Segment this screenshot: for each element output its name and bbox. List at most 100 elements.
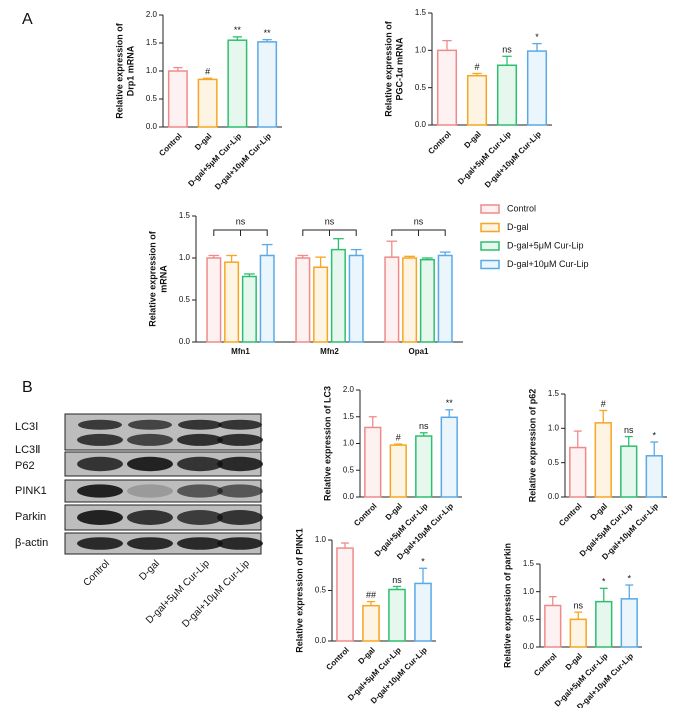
significance-label: ns bbox=[414, 216, 424, 226]
x-tick-label: D-gal bbox=[193, 132, 214, 153]
bar bbox=[414, 582, 432, 642]
bar bbox=[295, 257, 311, 343]
y-axis-label: Relative expression of LC3 bbox=[322, 386, 332, 501]
protein-label: PINK1 bbox=[15, 485, 47, 497]
y-tick-label: 0.0 bbox=[343, 492, 355, 501]
x-tick-label: D-gal+5μM Cur-Lip bbox=[456, 129, 513, 186]
significance-label: ns bbox=[624, 425, 634, 435]
significance-label: # bbox=[205, 67, 210, 77]
y-axis-label: Relative expression of p62 bbox=[527, 389, 537, 503]
y-tick-label: 1.0 bbox=[179, 253, 191, 262]
significance-label: ** bbox=[264, 28, 272, 38]
protein-label: LC3Ⅱ bbox=[15, 444, 41, 456]
bar bbox=[594, 422, 612, 498]
y-tick-label: 0.5 bbox=[548, 458, 560, 467]
significance-bracket bbox=[302, 229, 357, 236]
y-tick-label: 0.0 bbox=[548, 492, 560, 501]
legend-swatch bbox=[480, 259, 500, 270]
y-tick-label: 1.5 bbox=[146, 38, 158, 47]
bar bbox=[259, 254, 275, 343]
lane-label: D-gal bbox=[137, 558, 162, 583]
bar bbox=[167, 70, 188, 128]
blot-band bbox=[127, 484, 173, 498]
significance-label: ** bbox=[234, 25, 242, 35]
blot-band bbox=[77, 510, 123, 525]
blot-band bbox=[178, 419, 222, 430]
lane-label: D-gal+10μM Cur-Lip bbox=[180, 558, 252, 630]
y-axis-label: PGC-1α mRNA bbox=[394, 37, 404, 101]
blot-band bbox=[217, 433, 263, 446]
significance-label: ns bbox=[236, 216, 246, 226]
y-tick-label: 2.0 bbox=[146, 10, 158, 19]
significance-label: * bbox=[652, 430, 656, 440]
bar bbox=[419, 258, 435, 343]
bar bbox=[364, 426, 382, 498]
lane-label: Control bbox=[81, 558, 112, 589]
significance-label: ** bbox=[446, 398, 454, 408]
bar bbox=[440, 416, 458, 498]
bar bbox=[496, 64, 518, 126]
significance-label: ns bbox=[573, 601, 583, 611]
y-axis-label: Relative expression of bbox=[147, 230, 157, 327]
significance-label: ns bbox=[325, 216, 335, 226]
blot-band bbox=[127, 433, 173, 446]
bar bbox=[436, 49, 458, 126]
blot-band bbox=[217, 510, 263, 525]
blot-band bbox=[177, 433, 223, 446]
significance-label: * bbox=[602, 577, 606, 587]
y-tick-label: 0.5 bbox=[343, 465, 355, 474]
x-tick-label: D-gal bbox=[589, 502, 610, 523]
blot-band bbox=[217, 484, 263, 498]
y-tick-label: 1.5 bbox=[415, 8, 427, 17]
blot-band bbox=[177, 484, 223, 498]
y-tick-label: 0.0 bbox=[315, 636, 327, 645]
y-tick-label: 1.5 bbox=[548, 389, 560, 398]
bar bbox=[645, 455, 663, 498]
y-tick-label: 2.0 bbox=[343, 385, 355, 394]
x-tick-label: D-gal bbox=[384, 502, 405, 523]
blot-band bbox=[177, 456, 223, 472]
significance-label: # bbox=[396, 432, 401, 442]
legend-swatch bbox=[480, 222, 500, 233]
bar bbox=[526, 50, 548, 126]
protein-label: P62 bbox=[15, 460, 35, 472]
x-tick-label: D-gal+5μM Cur-Lip bbox=[186, 131, 243, 188]
x-tick-label: Control bbox=[532, 652, 558, 678]
significance-label: # bbox=[474, 62, 479, 72]
x-tick-label: Control bbox=[324, 646, 350, 672]
legend-label: Control bbox=[507, 203, 536, 213]
y-tick-label: 0.0 bbox=[523, 642, 535, 651]
x-tick-label: Control bbox=[352, 502, 378, 528]
blot-band bbox=[77, 537, 123, 550]
y-tick-label: 1.0 bbox=[523, 587, 535, 596]
y-tick-label: 0.5 bbox=[315, 586, 327, 595]
y-axis-label: Drp1 mRNA bbox=[125, 45, 135, 96]
blot-band bbox=[217, 456, 263, 472]
x-tick-label: D-gal+10μM Cur-Lip bbox=[483, 129, 543, 189]
significance-label: ns bbox=[502, 45, 512, 55]
legend-label: D-gal bbox=[507, 222, 529, 232]
bar bbox=[257, 41, 278, 128]
y-tick-label: 0.0 bbox=[146, 122, 158, 131]
y-axis-label: Relative expression of parkin bbox=[502, 543, 512, 668]
blot-band bbox=[217, 537, 263, 550]
blot-band bbox=[177, 510, 223, 525]
y-tick-label: 0.5 bbox=[415, 83, 427, 92]
bar bbox=[569, 446, 587, 498]
y-tick-label: 0.5 bbox=[179, 295, 191, 304]
y-tick-label: 0.5 bbox=[146, 94, 158, 103]
legend-label: D-gal+5μM Cur-Lip bbox=[507, 240, 583, 250]
bar bbox=[415, 435, 433, 498]
y-axis-label: Relative expression of bbox=[114, 22, 124, 119]
y-tick-label: 1.5 bbox=[523, 559, 535, 568]
blot-band bbox=[77, 456, 123, 472]
legend-swatch bbox=[480, 241, 500, 251]
blot-band bbox=[77, 433, 123, 446]
y-tick-label: 1.0 bbox=[415, 45, 427, 54]
bar bbox=[330, 248, 346, 343]
blot-band bbox=[218, 419, 262, 430]
bar bbox=[206, 257, 222, 343]
blot-band bbox=[78, 419, 122, 430]
x-tick-label: Opa1 bbox=[408, 347, 429, 356]
